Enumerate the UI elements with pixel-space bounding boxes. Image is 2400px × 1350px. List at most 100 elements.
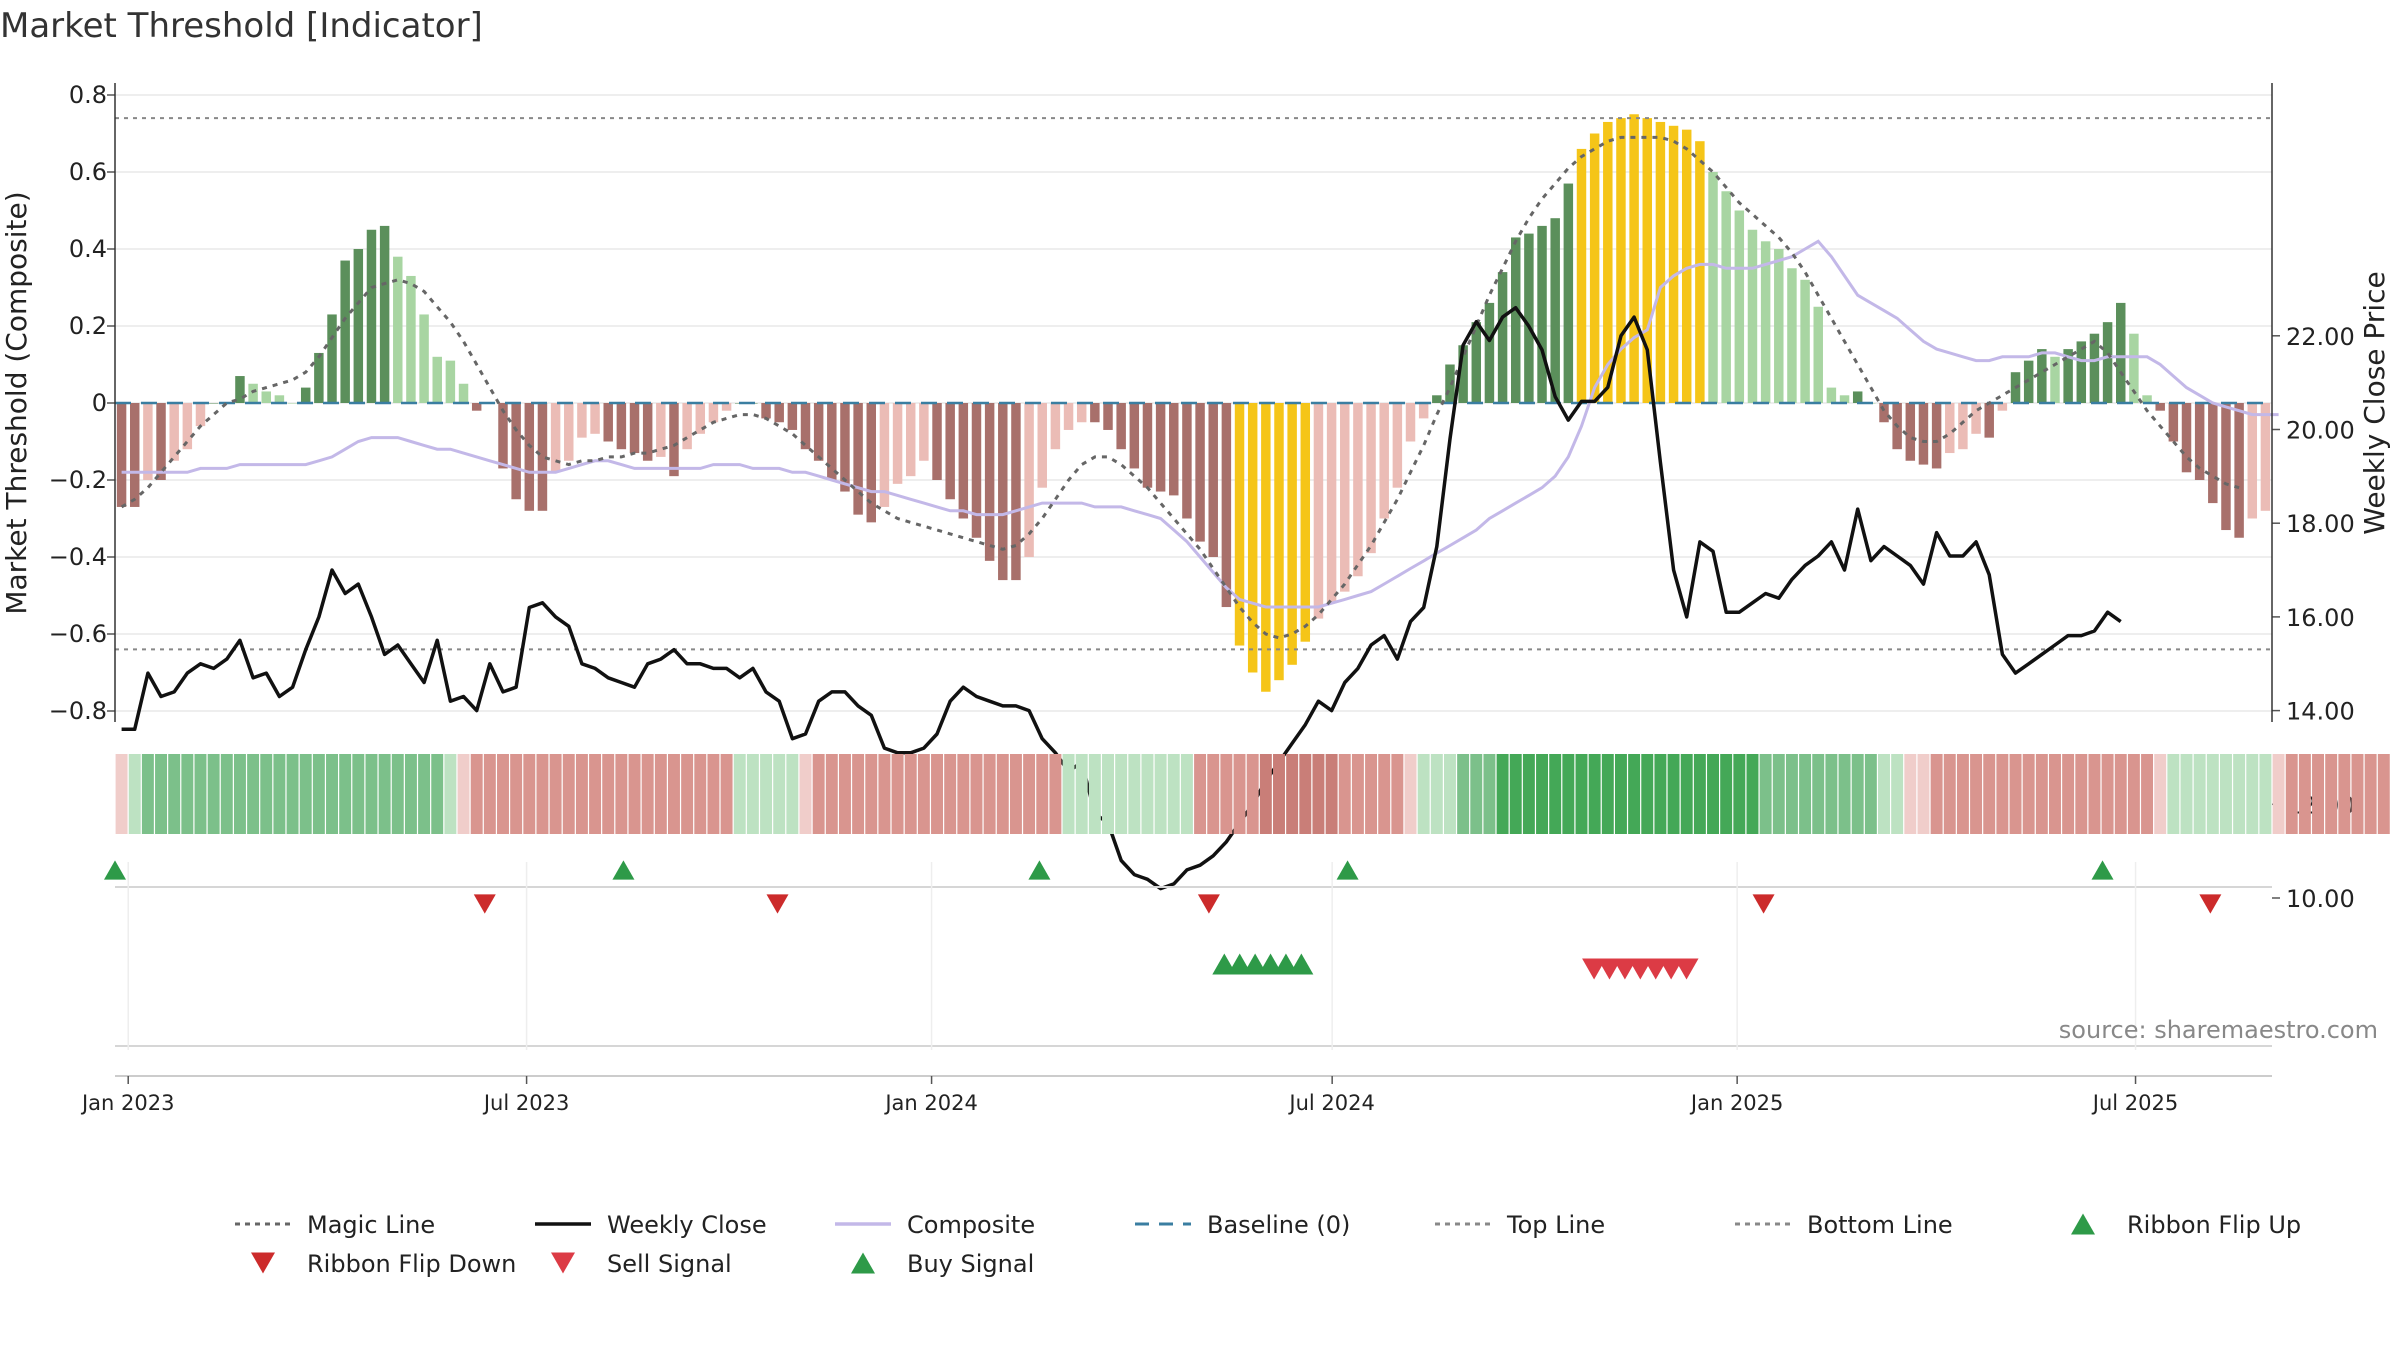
buy-signal-marker [1258,953,1283,975]
composite-bar [498,403,508,469]
x-tick-label: Jul 2025 [2091,1091,2178,1115]
ribbon-cell [2338,754,2351,834]
composite-bar [695,403,706,434]
x-tick-label: Jul 2024 [1287,1091,1374,1115]
composite-bar [971,403,982,538]
composite-bar [1721,191,1731,403]
ribbon-cell [1023,754,1036,834]
x-tick-label: Jan 2025 [1689,1091,1784,1115]
ribbon-cell [326,754,338,834]
ribbon-flip-down-marker [766,894,789,914]
ribbon-cell [1522,754,1535,834]
composite-bar [1510,237,1521,403]
legend-item: Bottom Line [1735,1211,1953,1239]
ribbon-cell [1996,754,2009,834]
ribbon-cell [2364,754,2377,834]
composite-bar [1681,129,1692,403]
ribbon-cell [1680,754,1693,834]
ribbon-cell [1443,754,1456,834]
ribbon-cell [1194,754,1207,834]
ribbon-cell [1417,754,1430,834]
ribbon-cell [549,754,562,834]
composite-bar [1931,403,1942,469]
composite-bar [1418,403,1429,419]
composite-bar [1287,403,1297,665]
composite-bar [1195,403,1205,542]
ribbon-cell [1141,754,1154,834]
ribbon-cell [2114,754,2127,834]
composite-bar [1247,403,1258,673]
ribbon-cell [1312,754,1325,834]
composite-bar [2116,302,2126,403]
composite-bar [2260,403,2271,511]
ribbon-cell [1338,754,1351,834]
composite-bar [156,403,166,480]
sell-signal-marker [1643,958,1668,980]
ribbon-cell [1273,754,1285,834]
ribbon-cell [2101,754,2114,834]
ribbon-cell [1180,754,1193,834]
composite-bar [1984,403,1994,438]
composite-bar [669,403,679,477]
composite-bar [656,403,666,457]
ribbon-cell [944,754,957,834]
ribbon-cell [2022,754,2035,834]
composite-bar [840,403,850,492]
composite-bar [1537,225,1547,403]
ribbon-cell [2233,754,2246,834]
composite-bar [379,225,390,403]
ribbon-cell [1009,754,1022,834]
ribbon-cell [497,754,509,834]
ribbon-cell [799,754,812,834]
ribbon-cell [931,754,944,834]
composite-bar [2181,403,2192,473]
composite-bar [919,403,929,461]
legend-label: Weekly Close [607,1211,767,1239]
ribbon-cell [575,754,588,834]
composite-bar [1576,148,1587,403]
legend-item: Sell Signal [551,1250,732,1278]
composite-bar [998,403,1008,581]
composite-bar [1103,403,1113,430]
legend-item: Composite [835,1211,1035,1239]
y-tick-label: 0.8 [69,81,107,109]
ribbon-cell [760,754,773,834]
composite-bar [1366,403,1376,554]
composite-bar [1169,403,1179,496]
composite-bar [1129,403,1140,469]
ribbon-cell [2298,754,2311,834]
composite-bar [261,391,271,403]
composite-bar [129,403,140,507]
ribbon-cell [1812,754,1825,834]
ribbon-cell [1430,754,1443,834]
composite-bar [1550,218,1560,403]
composite-bar [2089,333,2100,403]
ribbon-flip-up-marker [1336,860,1359,880]
composite-bar [932,403,942,480]
ribbon-cell [1772,754,1785,834]
trend-ribbon [115,754,2390,834]
ribbon-cell [457,754,470,834]
ribbon-cell [2377,754,2390,834]
ribbon-flip-down-marker [1197,894,1220,914]
ribbon-cell [2325,754,2338,834]
ribbon-cell [1378,754,1391,834]
composite-bar [1760,241,1771,403]
ribbon-cell [260,754,273,834]
ribbon-cell [128,754,141,834]
ribbon-cell [2154,754,2167,834]
composite-bar [143,403,153,480]
composite-bar [458,383,469,403]
ribbon-cell [746,754,759,834]
ribbon-cell [510,754,523,834]
ribbon-cell [694,754,707,834]
composite-bar [169,403,179,461]
composite-bar [1274,403,1284,681]
ribbon-cell [1707,754,1719,834]
composite-bar [800,403,811,450]
ribbon-cell [668,754,680,834]
composite-bar [1076,403,1087,423]
ribbon-cell [2285,754,2298,834]
composite-bar [892,403,903,484]
